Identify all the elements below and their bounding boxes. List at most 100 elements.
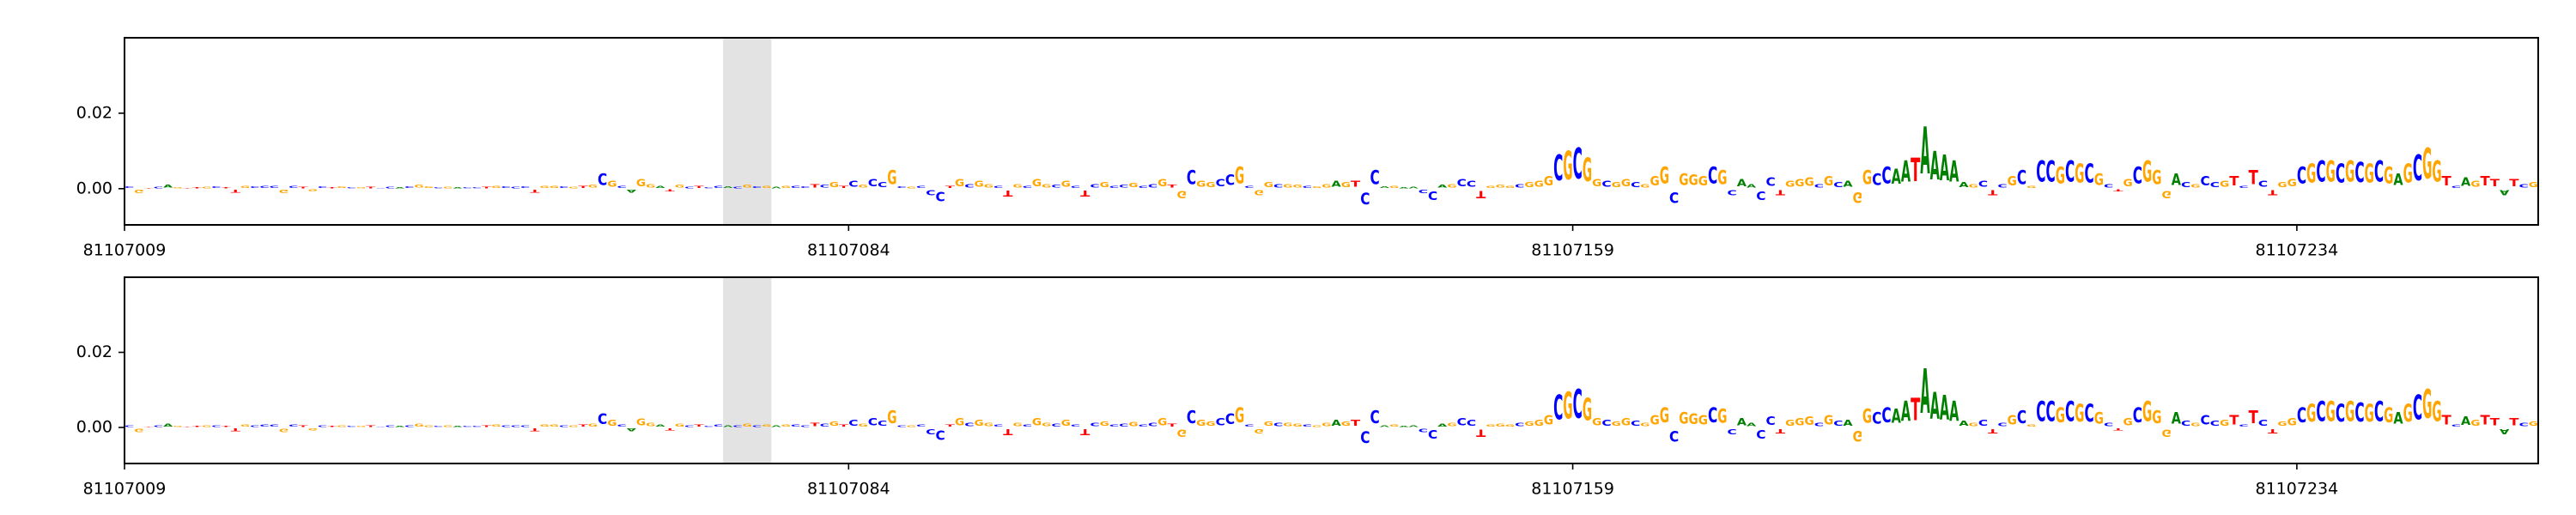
letter: G (762, 185, 771, 189)
letter: G (907, 186, 916, 189)
letter: G (2470, 179, 2480, 189)
letter: G (1717, 406, 1727, 427)
letter: G (1032, 416, 1042, 427)
letter: T (578, 185, 588, 188)
letter: G (1235, 403, 1244, 427)
letter: A (1747, 422, 1757, 428)
letter: C (2210, 420, 2220, 427)
letter: A (2393, 169, 2403, 188)
letter: G (1032, 177, 1042, 188)
letter: G (636, 417, 646, 427)
letter: C (318, 186, 327, 189)
letter: G (2152, 167, 2161, 189)
letter: C (2451, 424, 2461, 427)
letter: T (1988, 427, 1998, 434)
letter: C (2036, 156, 2045, 190)
letter: A (395, 187, 404, 189)
letter: C (617, 424, 626, 427)
letter: G (2470, 418, 2480, 427)
letter: A (1399, 426, 1408, 427)
letter: G (491, 185, 501, 189)
letter: C (714, 185, 723, 189)
letter: T (1476, 427, 1486, 439)
letter: G (337, 186, 346, 189)
letter: G (743, 423, 752, 427)
letter: C (2374, 396, 2384, 427)
letter: C (916, 424, 926, 427)
letter: A (723, 186, 733, 189)
letter: G (1206, 181, 1215, 189)
letter: C (1833, 181, 1843, 189)
letter: C (935, 427, 945, 443)
letter: T (839, 185, 849, 188)
letter: G (1100, 420, 1109, 427)
letter: G (2326, 396, 2336, 428)
letter: T (221, 187, 230, 189)
letter: G (424, 425, 434, 427)
letter: A (1437, 185, 1448, 189)
letter: C (1303, 424, 1312, 427)
letter: C (259, 185, 269, 189)
letter: C (1814, 421, 1824, 427)
x-tick-label: 81107009 (83, 241, 167, 260)
letter: G (1447, 184, 1456, 189)
letter: C (935, 188, 945, 203)
letter: A (1959, 181, 1968, 189)
letter: G (974, 179, 983, 189)
letter: T (2229, 412, 2239, 427)
letter: G (2026, 424, 2036, 427)
letter: G (337, 425, 346, 427)
letter: G (607, 418, 617, 427)
letter: T (839, 424, 849, 427)
letter: G (279, 189, 289, 194)
letter: T (810, 422, 820, 427)
letter: G (2026, 185, 2036, 189)
letter: G (1524, 181, 1534, 189)
letter: C (848, 179, 858, 189)
letter: T (694, 424, 704, 427)
letter: G (781, 185, 791, 189)
letter: C (1370, 166, 1379, 189)
letter: G (2365, 158, 2374, 189)
letter: T (1776, 188, 1786, 196)
letter: G (1206, 420, 1215, 427)
letter: G (2529, 420, 2538, 427)
letter: C (1216, 179, 1225, 190)
letter: G (173, 187, 182, 189)
letter: C (2133, 403, 2142, 427)
letter: G (414, 185, 423, 189)
letter: T (143, 187, 153, 188)
letter: G (1012, 184, 1022, 189)
letter: C (1728, 427, 1737, 435)
letter: C (2354, 157, 2364, 189)
letter: G (2345, 396, 2354, 428)
letter: G (907, 426, 916, 428)
letter: T (231, 189, 241, 193)
letter: T (2490, 417, 2500, 428)
letter: C (878, 181, 887, 189)
letter: A (2500, 189, 2509, 197)
letter: G (1157, 177, 1167, 188)
letter: T (694, 185, 704, 188)
letter: C (926, 427, 935, 435)
letter: C (897, 425, 907, 428)
letter: G (955, 416, 964, 427)
letter: A (2461, 415, 2471, 427)
letter: C (1872, 171, 1881, 190)
letter: G (762, 424, 771, 427)
letter: G (1969, 184, 1978, 189)
letter: T (482, 186, 491, 189)
letter: G (2142, 396, 2152, 428)
letter: G (240, 185, 250, 189)
letter: C (1119, 423, 1128, 427)
letter: G (2220, 418, 2229, 427)
letter: C (125, 185, 134, 189)
letter: C (154, 425, 163, 427)
letter: C (1573, 382, 1583, 428)
letter: C (993, 424, 1003, 427)
letter: C (511, 186, 520, 189)
letter: T (1476, 188, 1486, 199)
letter: C (2133, 163, 2142, 190)
letter: C (2297, 163, 2306, 190)
